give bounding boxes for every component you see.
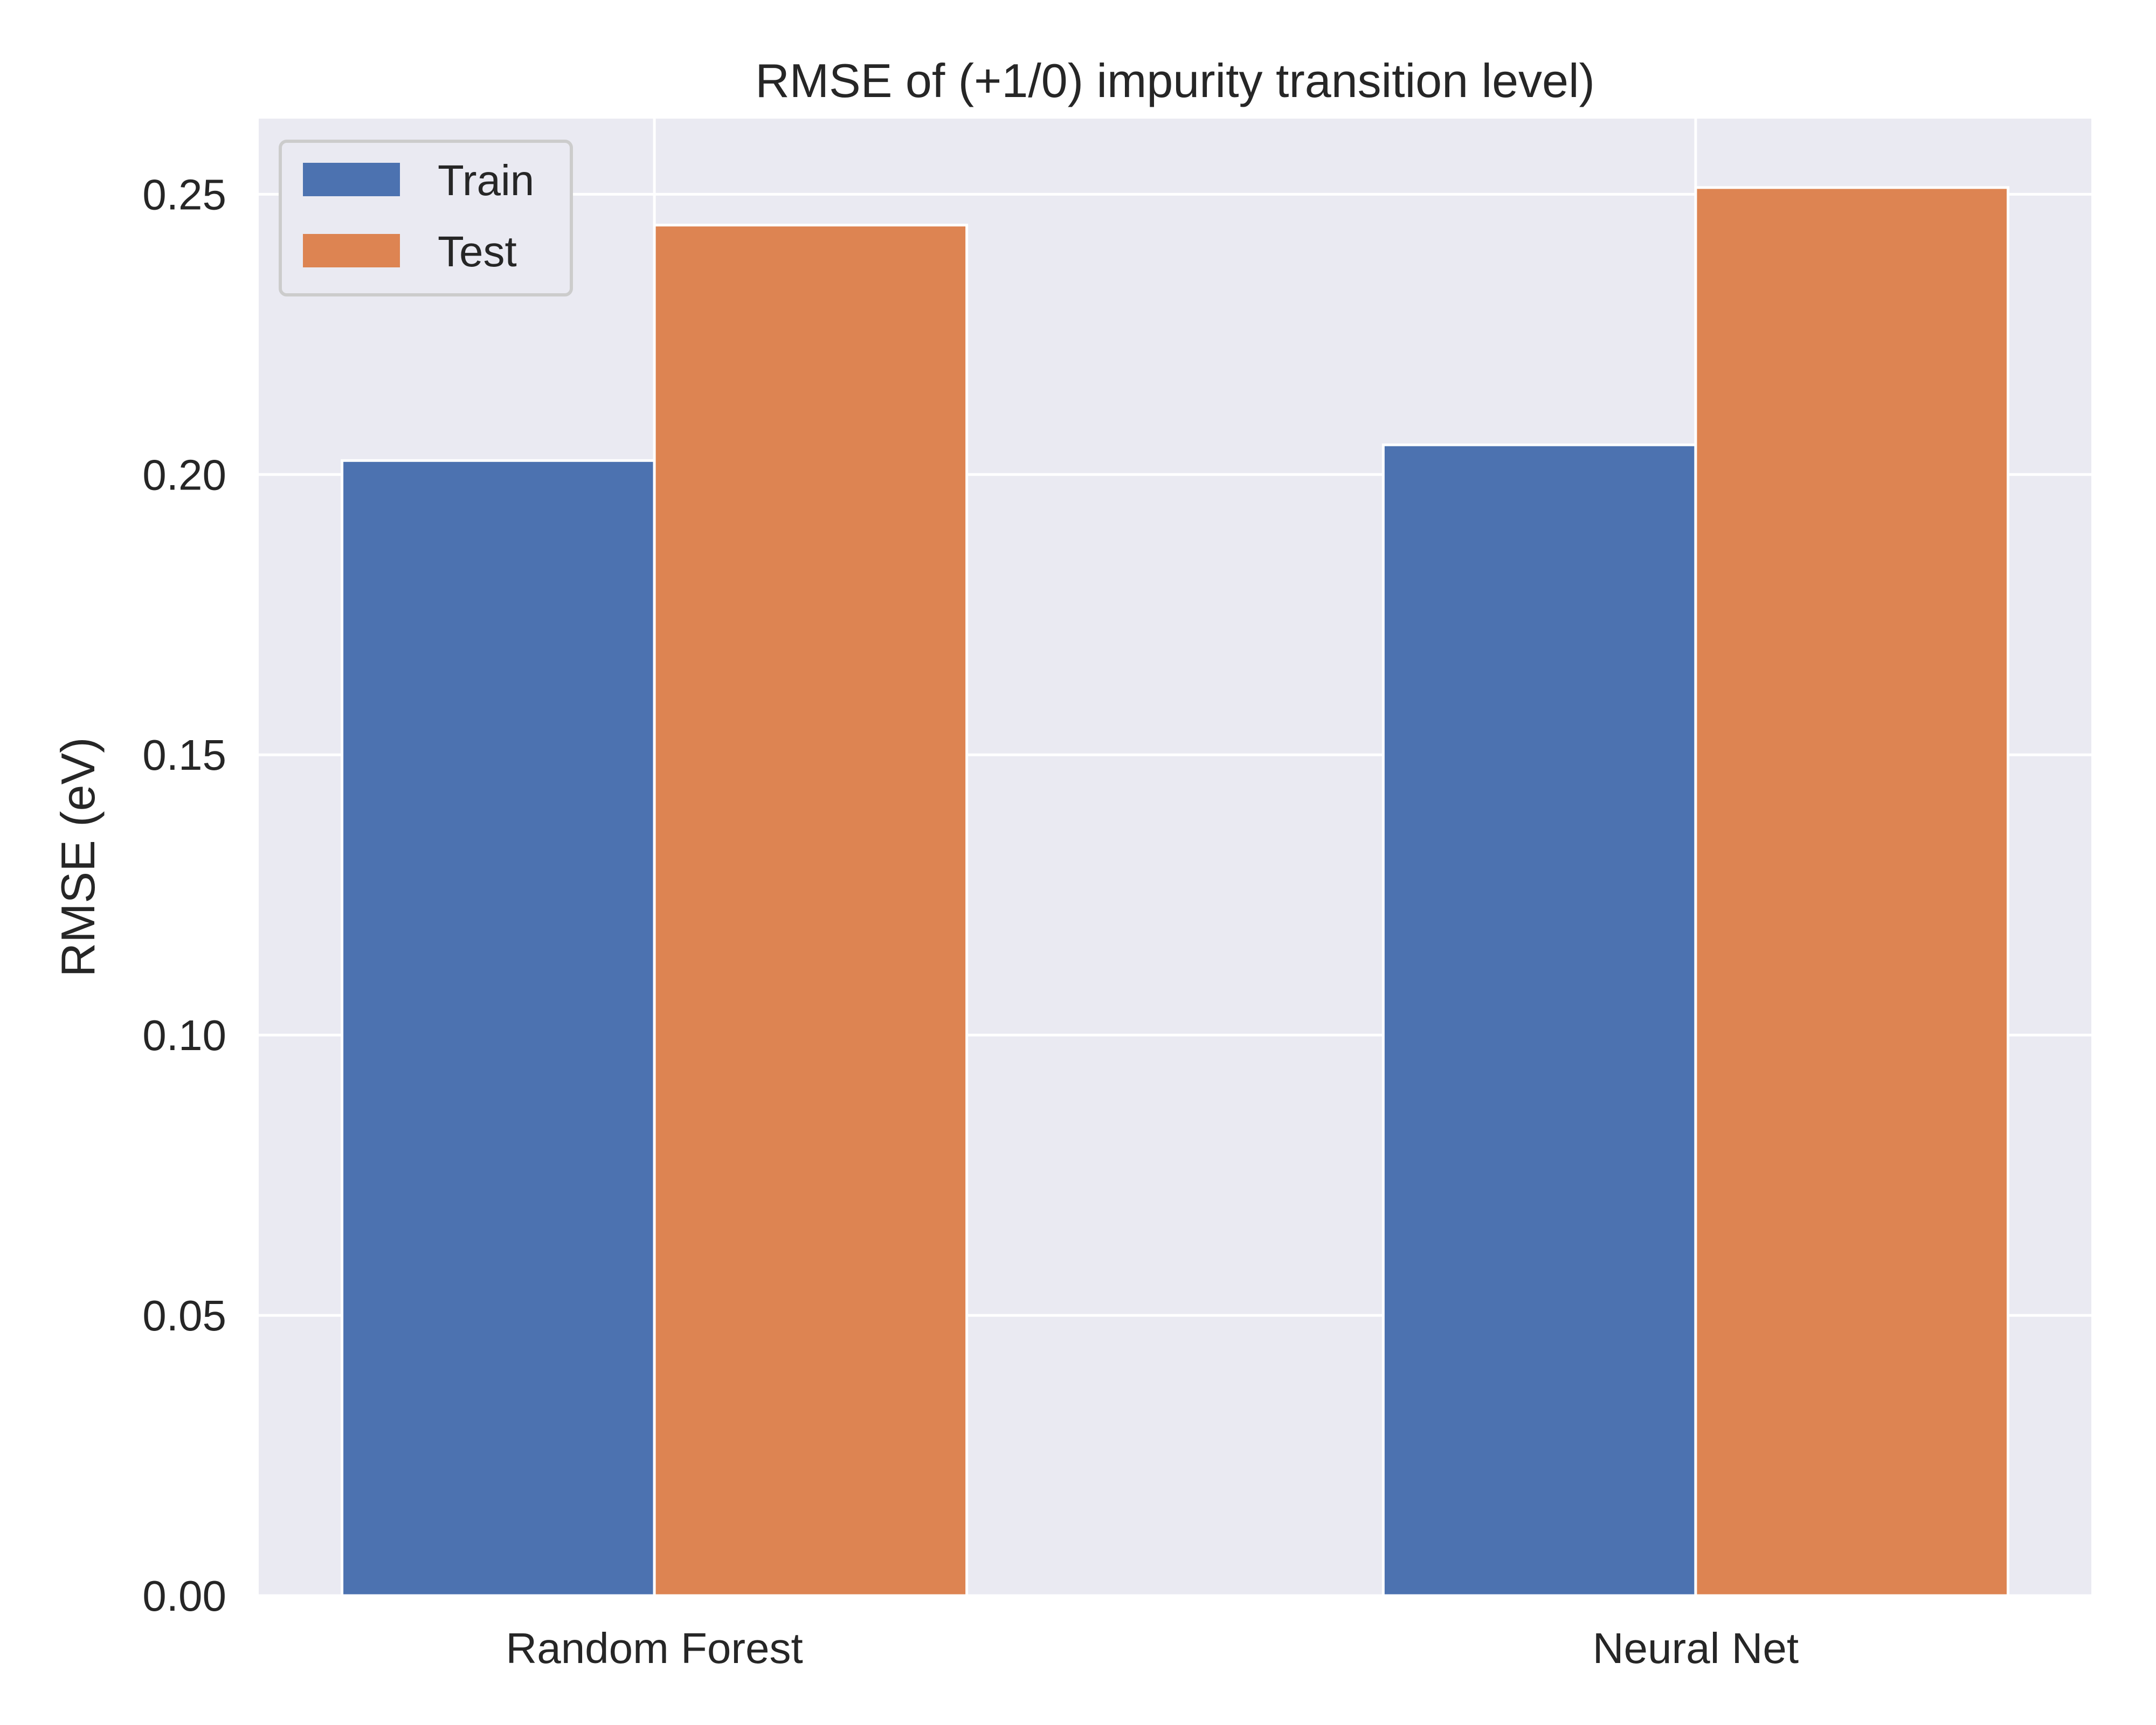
legend-label-test: Test <box>438 227 517 275</box>
bars <box>341 186 2009 1597</box>
bar-test-1 <box>653 224 969 1597</box>
y-tick-label: 0.10 <box>142 1011 226 1059</box>
legend-label-train: Train <box>438 156 534 204</box>
y-axis-label: RMSE (eV) <box>51 737 105 977</box>
y-tick-label: 0.25 <box>142 170 226 218</box>
x-tick-label: Neural Net <box>1593 1624 1799 1672</box>
y-tick-label: 0.05 <box>142 1292 226 1340</box>
y-tick-label: 0.20 <box>142 451 226 499</box>
legend: Train Test <box>279 140 573 296</box>
bar-train-1 <box>341 459 656 1597</box>
legend-swatch-test <box>303 234 400 267</box>
bar-test-2 <box>1694 186 2009 1597</box>
x-tick-label: Random Forest <box>506 1624 803 1672</box>
chart-title: RMSE of (+1/0) impurity transition level… <box>755 54 1595 107</box>
bar-train-2 <box>1381 443 1697 1597</box>
y-tick-labels: 0.00 0.05 0.10 0.15 0.20 0.25 <box>142 170 226 1620</box>
x-tick-labels: Random Forest Neural Net <box>506 1624 1799 1672</box>
legend-swatch-train <box>303 163 400 196</box>
y-tick-label: 0.15 <box>142 731 226 779</box>
y-tick-label: 0.00 <box>142 1572 226 1620</box>
